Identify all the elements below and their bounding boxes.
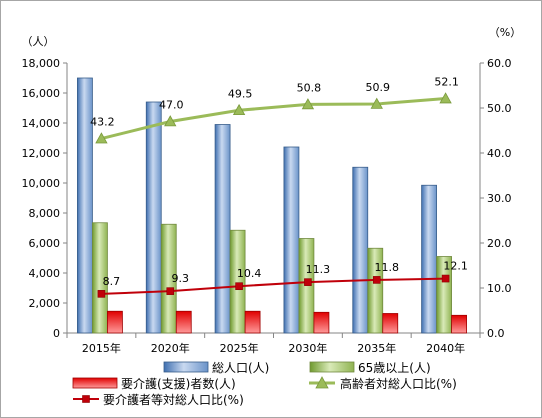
bar-1 (421, 184, 437, 334)
data-label: 8.7 (103, 275, 121, 288)
bar-3 (175, 310, 192, 334)
legend-label: 要介護者等対総人口比(%) (103, 392, 244, 407)
square-marker (304, 278, 312, 286)
y-left-tick-label: 14,000 (22, 117, 61, 130)
y-right-tick-label: 0.0 (487, 327, 505, 340)
legend-item-2: 65歳以上(人) (309, 361, 431, 375)
triangle-marker (164, 115, 177, 127)
y-right-tick-label: 20.0 (487, 237, 512, 250)
bar-3 (313, 311, 330, 334)
legend-item-5: 要介護者等対総人口比(%) (73, 392, 244, 407)
x-tick-label: 2020年 (151, 341, 190, 355)
data-label: 11.3 (306, 263, 331, 276)
bar-3 (382, 313, 399, 334)
data-label: 50.9 (366, 81, 391, 94)
y-left-tick-label: 10,000 (22, 177, 61, 190)
bar-1 (145, 101, 162, 334)
y-right-tick-label: 10.0 (487, 282, 512, 295)
y-right-unit: （%） (489, 26, 521, 39)
legend-square-marker (82, 395, 90, 403)
legend-label: 65歳以上(人) (358, 361, 431, 375)
bar-1 (352, 166, 369, 334)
bar-2 (367, 247, 384, 334)
y-right-tick-label: 50.0 (487, 102, 512, 115)
data-label: 43.2 (90, 116, 115, 129)
bar-3 (107, 310, 123, 334)
data-label: 12.1 (443, 260, 468, 273)
legend-swatch (72, 377, 118, 389)
square-marker (235, 282, 243, 291)
y-left-tick-label: 16,000 (22, 87, 61, 100)
y-left-tick-label: 18,000 (22, 57, 61, 70)
data-label: 47.0 (159, 99, 184, 112)
x-tick-label: 2015年 (82, 341, 121, 355)
bar-1 (77, 77, 93, 334)
square-marker (166, 287, 175, 295)
series-line-2 (101, 277, 446, 295)
y-left-tick-label: 0 (53, 327, 60, 340)
x-tick-label: 2030年 (288, 341, 327, 355)
legend-triangle-marker (315, 376, 329, 389)
data-label: 10.4 (237, 267, 262, 280)
square-marker (372, 276, 381, 284)
y-left-unit: （人） (22, 35, 55, 48)
triangle-marker (301, 98, 315, 110)
bar-3 (451, 314, 467, 334)
x-tick-label: 2025年 (220, 341, 259, 355)
bar-3 (244, 310, 261, 334)
y-left-tick-label: 4,000 (29, 267, 61, 280)
data-label: 50.8 (297, 81, 322, 94)
legend-swatch (309, 361, 355, 373)
legend-label: 要介護(支援)者数(人) (121, 376, 236, 391)
y-right-tick-label: 40.0 (487, 147, 512, 160)
triangle-marker (370, 97, 383, 109)
bar-2 (229, 229, 246, 334)
legend-swatch (163, 361, 209, 373)
bar-2 (160, 223, 177, 334)
data-label: 9.3 (172, 272, 190, 285)
legend-label: 総人口(人) (212, 361, 269, 375)
bar-1 (283, 146, 300, 334)
triangle-marker (95, 132, 108, 144)
legend-item-3: 要介護(支援)者数(人) (72, 376, 236, 391)
bar-2 (92, 222, 108, 334)
data-label: 11.8 (375, 261, 400, 274)
series-line-1 (101, 97, 446, 141)
y-right-tick-label: 30.0 (487, 192, 512, 205)
legend-item-1: 総人口(人) (163, 361, 269, 375)
square-marker (97, 290, 106, 298)
triangle-marker (439, 92, 452, 104)
data-label: 52.1 (434, 76, 459, 89)
y-left-tick-label: 12,000 (22, 147, 61, 160)
bar-1 (214, 124, 231, 334)
y-left-tick-label: 6,000 (29, 237, 61, 250)
y-right-tick-label: 60.0 (487, 57, 512, 70)
legend-label: 高齢者対総人口比(%) (340, 376, 457, 391)
x-tick-label: 2035年 (357, 341, 396, 355)
y-left-tick-label: 2,000 (29, 297, 61, 310)
triangle-marker (232, 103, 246, 116)
x-tick-label: 2040年 (426, 341, 465, 355)
y-left-tick-label: 8,000 (29, 207, 61, 220)
square-marker (441, 274, 450, 283)
data-label: 49.5 (228, 87, 253, 100)
legend-item-4: 高齢者対総人口比(%) (309, 376, 457, 391)
